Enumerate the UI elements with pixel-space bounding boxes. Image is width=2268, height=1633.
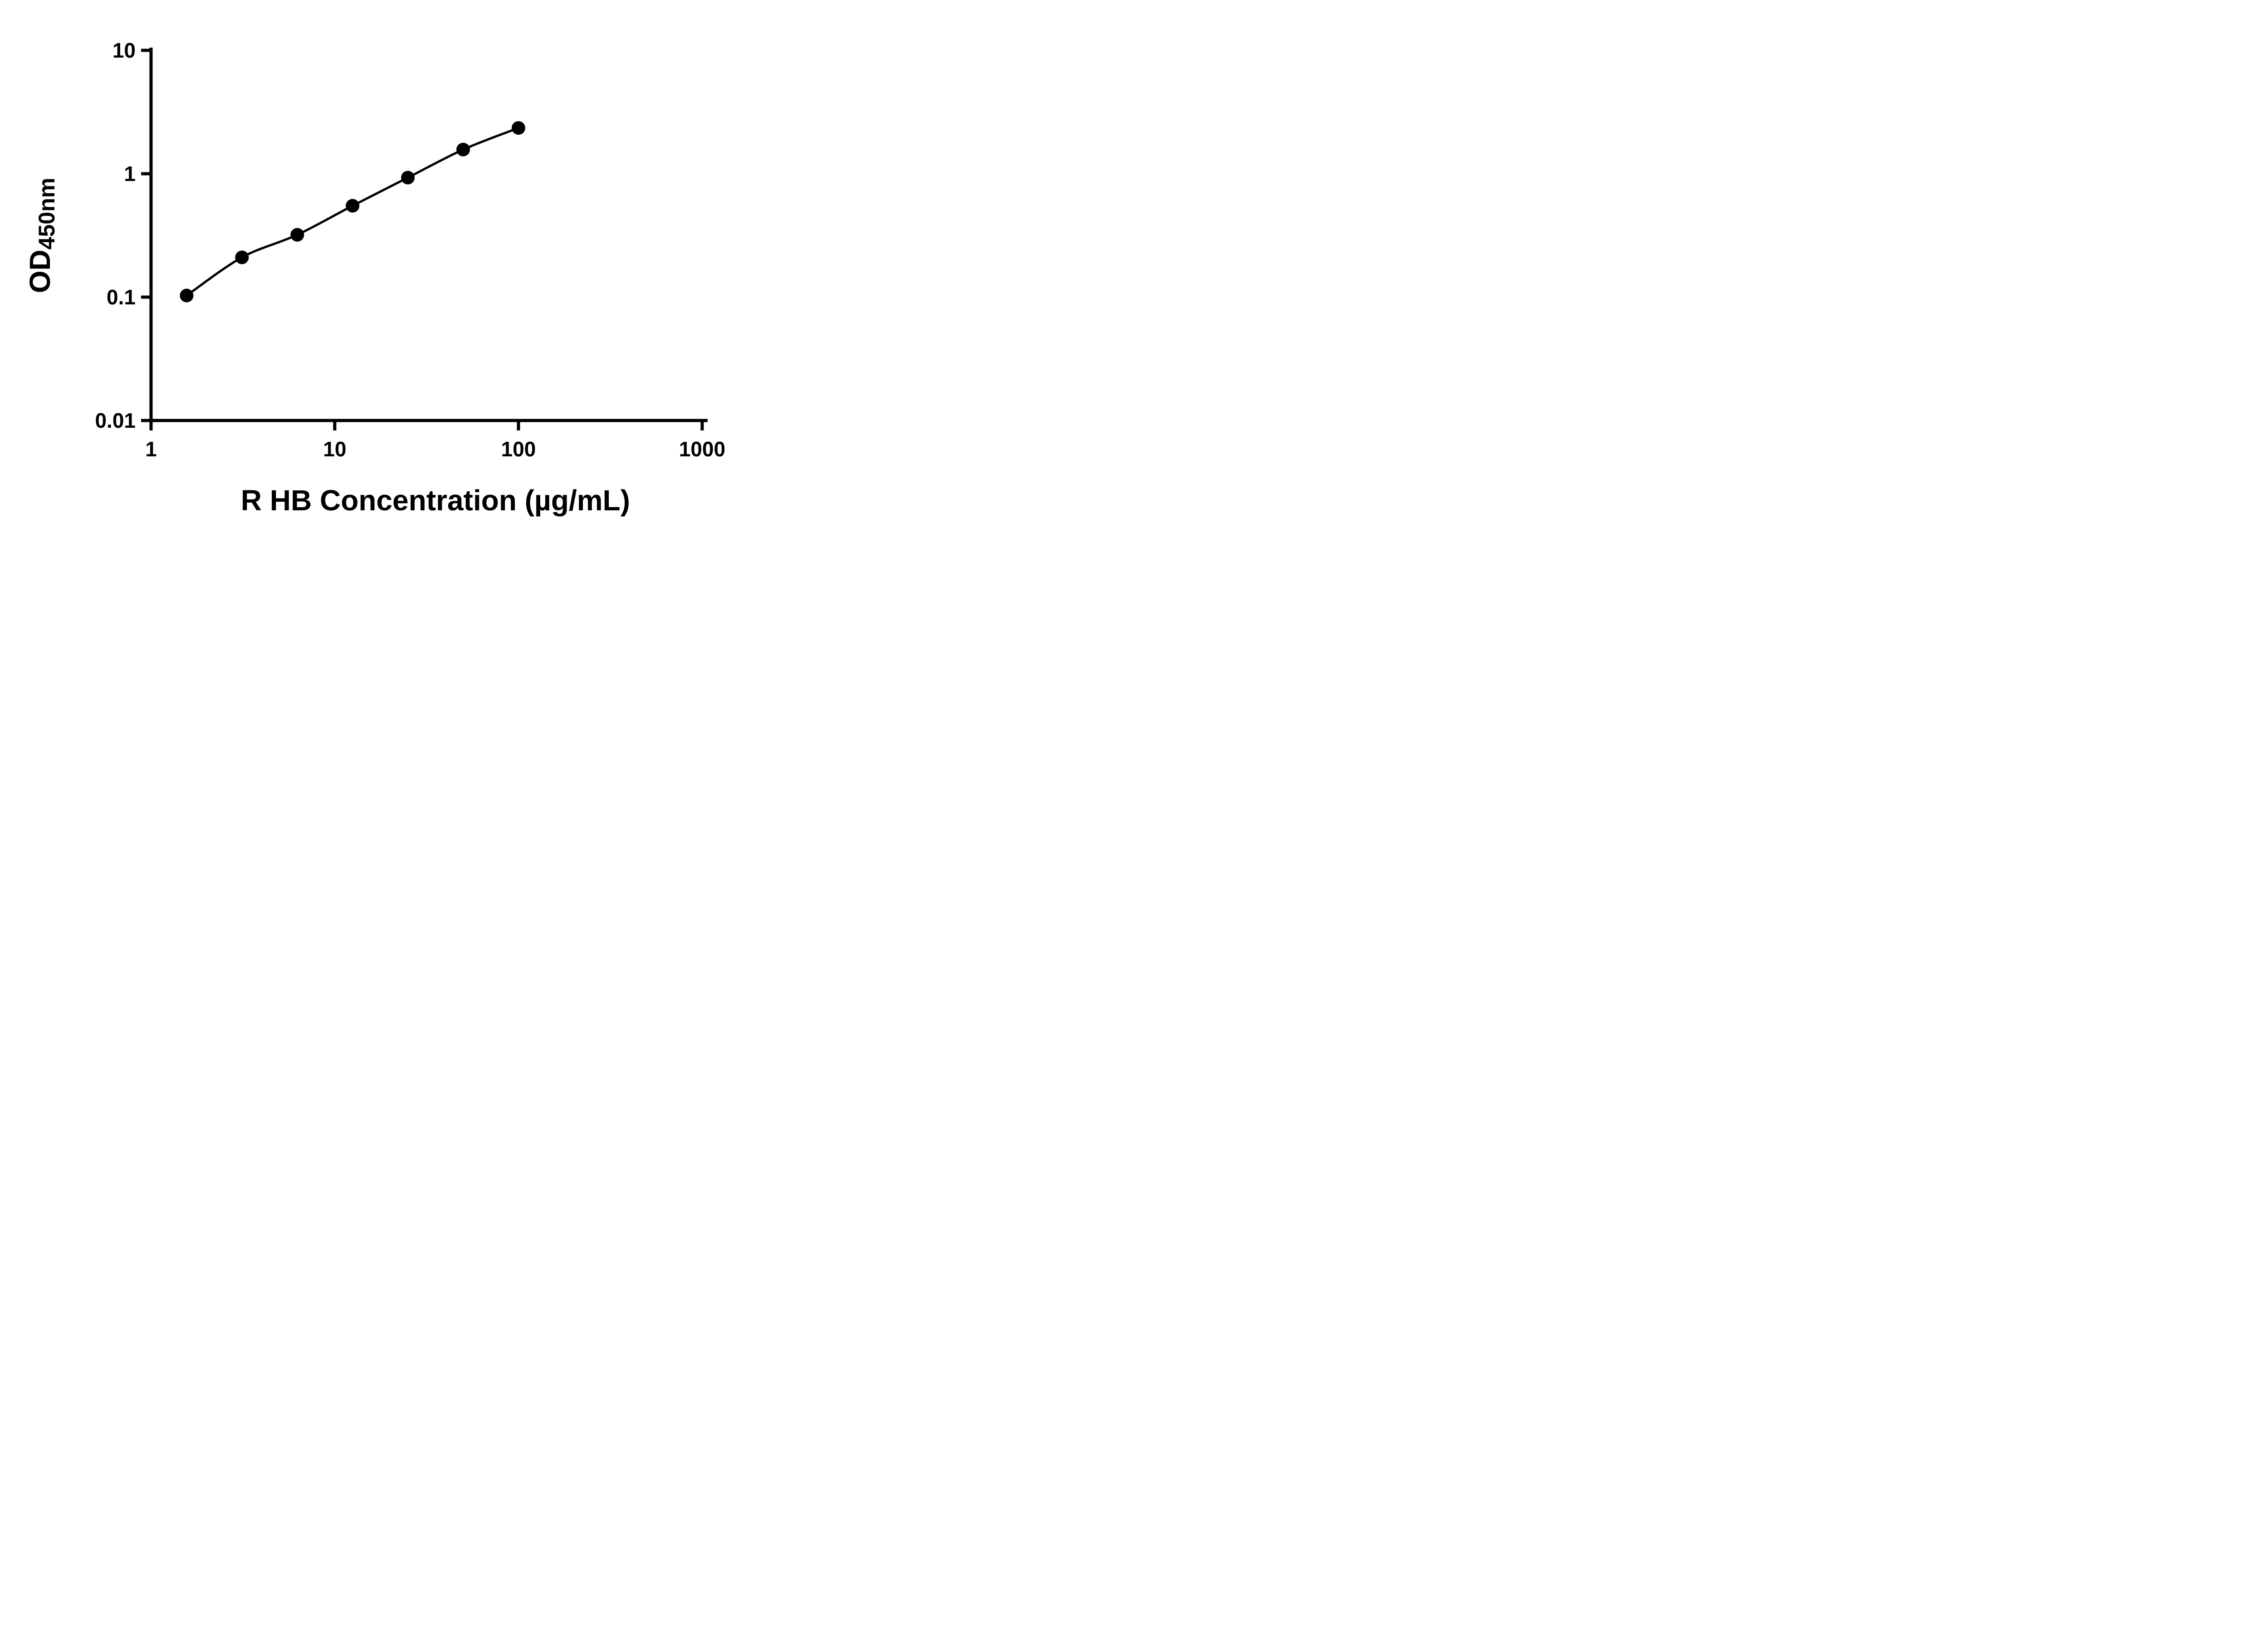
data-point xyxy=(401,171,415,185)
y-tick-label: 0.1 xyxy=(107,285,136,309)
plot-area: 1 10 100 1000 0.01 0.1 1 10 xyxy=(95,39,725,461)
data-point xyxy=(346,199,360,213)
y-axis-title: OD450nm xyxy=(24,178,59,293)
x-axis-title: R HB Concentration (µg/mL) xyxy=(241,484,630,517)
data-point xyxy=(456,142,470,156)
data-point xyxy=(512,121,525,135)
y-tick-label: 10 xyxy=(112,39,136,62)
y-axis-title-main: OD xyxy=(24,249,56,293)
data-point xyxy=(235,250,249,264)
x-tick-label: 1000 xyxy=(679,437,725,461)
x-tick-label: 1 xyxy=(145,437,157,461)
x-tick-label: 100 xyxy=(501,437,536,461)
y-tick-label: 1 xyxy=(124,162,136,186)
standard-curve-chart: 1 10 100 1000 0.01 0.1 1 10 R HB Concentration … xyxy=(24,39,725,517)
data-point xyxy=(290,228,304,242)
y-tick-label: 0.01 xyxy=(95,409,136,432)
data-point xyxy=(180,288,194,303)
y-axis-title-subscript: 450nm xyxy=(34,178,59,249)
standard-curve-figure: 1 10 100 1000 0.01 0.1 1 10 R HB Concentration … xyxy=(0,0,777,544)
x-tick-label: 10 xyxy=(323,437,346,461)
